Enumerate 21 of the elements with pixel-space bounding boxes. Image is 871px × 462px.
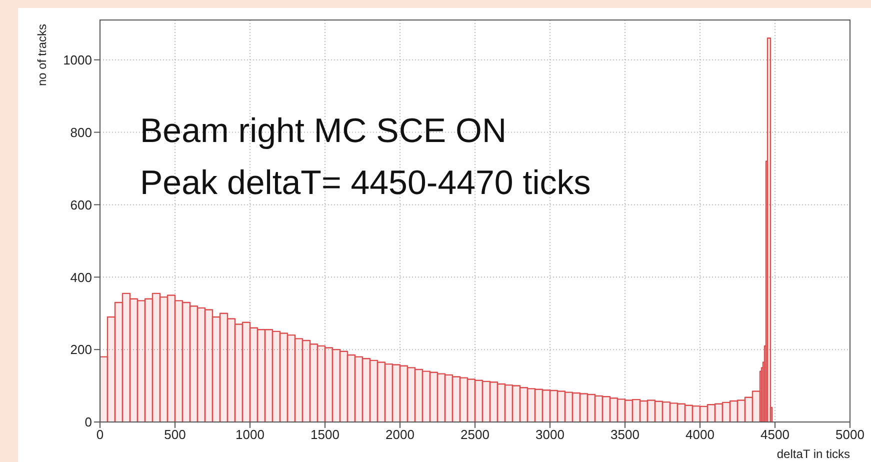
x-tick-label: 2000 <box>386 427 414 442</box>
x-tick-label: 3500 <box>610 427 640 442</box>
y-tick-label: 400 <box>70 270 92 285</box>
x-tick-label: 500 <box>164 427 186 442</box>
y-tick-label: 600 <box>70 197 92 212</box>
y-axis-title: no of tracks <box>35 24 49 86</box>
x-tick-label: 0 <box>96 427 104 442</box>
y-tick-label: 800 <box>70 124 92 140</box>
x-tick-label: 5000 <box>836 427 864 442</box>
x-tick-label: 4500 <box>760 427 790 442</box>
annotation: Beam right MC SCE ON <box>140 112 507 150</box>
x-tick-label: 2500 <box>460 427 490 442</box>
x-tick-label: 4000 <box>686 427 714 442</box>
annotation: Peak deltaT= 4450-4470 ticks <box>140 164 591 202</box>
y-tick-label: 1000 <box>63 52 92 68</box>
y-tick-label: 0 <box>84 414 92 430</box>
y-tick-label: 200 <box>70 342 92 358</box>
x-tick-label: 1000 <box>236 427 264 442</box>
x-tick-label: 1500 <box>310 427 340 442</box>
x-axis-title: deltaT in ticks <box>776 447 850 461</box>
x-tick-label: 3000 <box>536 427 564 442</box>
